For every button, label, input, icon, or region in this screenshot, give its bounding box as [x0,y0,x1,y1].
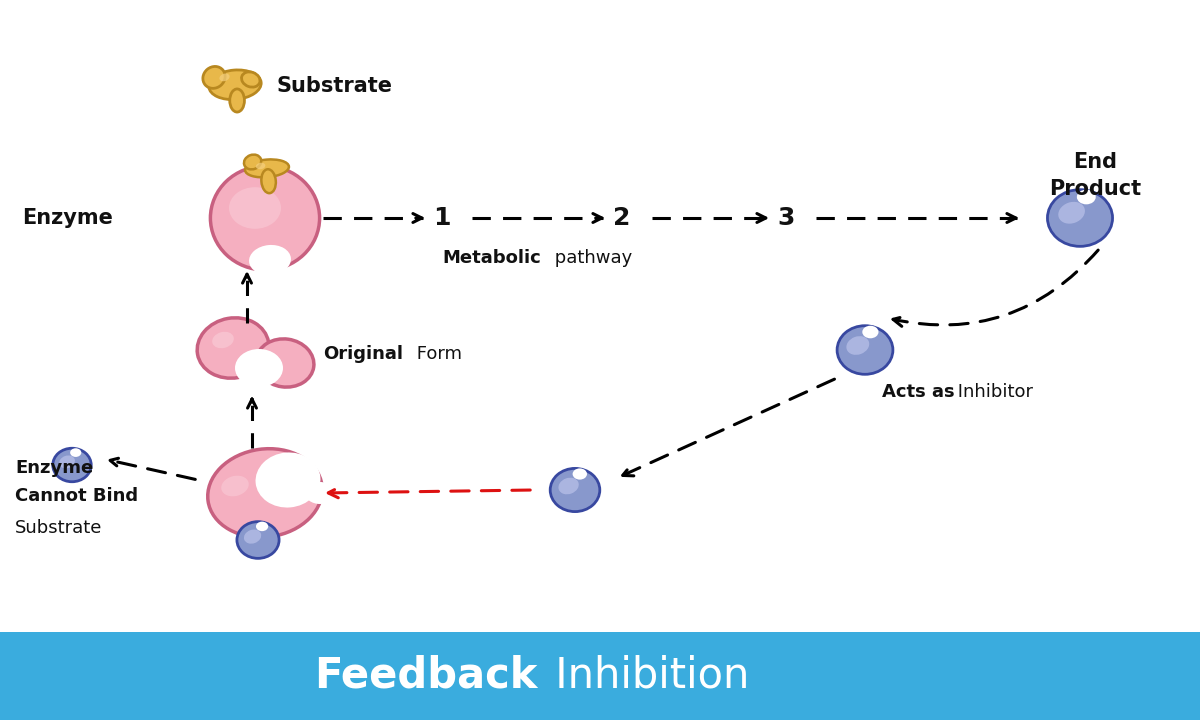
Ellipse shape [241,72,260,87]
Ellipse shape [212,332,234,348]
Ellipse shape [244,155,262,169]
Ellipse shape [551,469,600,512]
Ellipse shape [572,469,587,480]
Ellipse shape [220,73,229,81]
Text: Metabolic: Metabolic [442,249,541,267]
Ellipse shape [305,482,335,504]
Ellipse shape [863,325,878,338]
Ellipse shape [256,521,269,531]
Ellipse shape [203,66,226,89]
Text: Substrate: Substrate [14,519,102,537]
Ellipse shape [221,476,248,496]
Ellipse shape [262,169,276,193]
Ellipse shape [1048,189,1112,246]
Ellipse shape [1076,189,1096,204]
Text: Acts as: Acts as [882,383,955,401]
Text: Substrate: Substrate [277,76,394,96]
Ellipse shape [229,89,245,112]
Ellipse shape [838,325,893,374]
Ellipse shape [209,70,262,99]
Text: 2: 2 [613,206,630,230]
Ellipse shape [244,529,262,544]
Text: Cannot Bind: Cannot Bind [14,487,138,505]
Ellipse shape [236,521,280,559]
Text: Enzyme: Enzyme [22,208,113,228]
Ellipse shape [250,245,290,275]
Ellipse shape [197,318,269,378]
Text: 3: 3 [778,206,794,230]
Ellipse shape [208,449,323,537]
Ellipse shape [229,187,281,229]
Ellipse shape [846,336,869,355]
Text: 1: 1 [433,206,450,230]
Ellipse shape [245,159,289,177]
Ellipse shape [1058,202,1085,224]
Text: Form: Form [412,345,462,363]
Ellipse shape [210,166,319,270]
Ellipse shape [256,452,320,508]
Text: Inhibition: Inhibition [542,655,749,697]
Ellipse shape [53,449,91,482]
Text: Enzyme: Enzyme [14,459,94,477]
Text: pathway: pathway [550,249,632,267]
Ellipse shape [59,456,74,468]
Text: Feedback: Feedback [314,655,538,697]
Text: Inhibitor: Inhibitor [952,383,1033,401]
Ellipse shape [256,339,314,387]
Ellipse shape [235,349,283,387]
Ellipse shape [70,449,82,457]
Text: Product: Product [1049,179,1141,199]
Ellipse shape [558,477,578,495]
FancyBboxPatch shape [0,632,1200,720]
Text: Original: Original [323,345,403,363]
Text: End: End [1073,152,1117,172]
Ellipse shape [256,163,265,169]
